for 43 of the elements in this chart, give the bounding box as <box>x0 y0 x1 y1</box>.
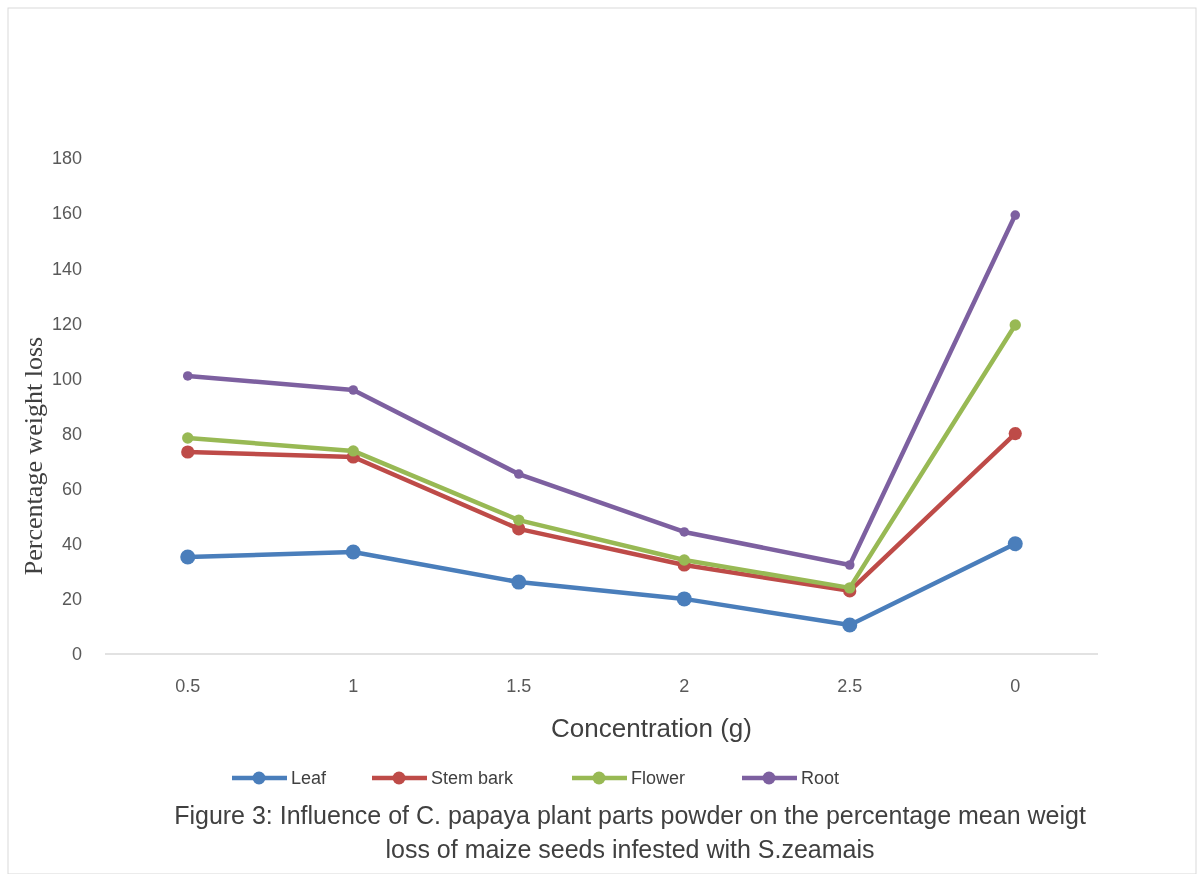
y-tick-label: 140 <box>51 258 82 279</box>
point <box>842 617 858 633</box>
y-tick-label: 20 <box>61 589 82 610</box>
legend-label: Stem bark <box>431 768 515 789</box>
x-tick-label: 0.5 <box>175 676 201 696</box>
point <box>180 549 196 565</box>
point <box>844 560 855 570</box>
point <box>513 514 525 526</box>
point <box>513 469 524 479</box>
x-tick-label: 2.5 <box>837 676 863 696</box>
y-tick-label: 80 <box>61 423 82 444</box>
point <box>676 591 692 607</box>
y-tick-label: 160 <box>51 203 82 224</box>
point <box>678 554 690 566</box>
y-tick-label: 60 <box>61 478 82 499</box>
caption: Figure 3: Influence of C. papaya plant parts powder on the percentage mean weigt loss of maize seeds infested with S.zeamais <box>173 800 1087 865</box>
y-axis-title: Percentage weight loss <box>19 336 48 576</box>
y-tick-label: 40 <box>61 534 82 555</box>
y-tick-label: 180 <box>51 148 82 169</box>
point <box>182 371 193 381</box>
point <box>679 527 690 537</box>
y-tick-label: 100 <box>51 368 82 389</box>
x-tick-label: 1 <box>348 676 359 696</box>
point <box>1008 426 1022 441</box>
x-tick-label: 2 <box>679 676 690 696</box>
y-tick-label: 0 <box>71 644 82 665</box>
point <box>182 432 194 444</box>
point <box>844 582 856 594</box>
point <box>1009 319 1021 331</box>
point <box>1010 210 1021 220</box>
point <box>345 544 361 560</box>
y-tick-label: 120 <box>51 313 82 334</box>
point <box>348 385 359 395</box>
legend-label: Leaf <box>291 768 328 789</box>
legend-label: Flower <box>631 768 686 789</box>
point <box>347 445 359 457</box>
x-tick-label: 1.5 <box>506 676 532 696</box>
x-axis-title: Concentration (g) <box>551 713 752 743</box>
point <box>511 574 527 590</box>
point <box>1007 536 1023 552</box>
legend-label: Root <box>801 768 840 789</box>
point <box>181 445 195 459</box>
x-tick-label: 0 <box>1010 676 1021 696</box>
